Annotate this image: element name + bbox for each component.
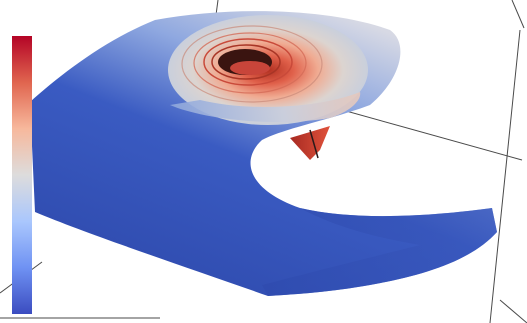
axis-line	[511, 0, 525, 29]
colorbar	[12, 36, 32, 314]
vortex-fin	[290, 126, 330, 160]
ring	[181, 25, 323, 103]
vortex-lower-lobe	[170, 92, 361, 123]
vortex-core-inner	[230, 61, 270, 75]
ring	[193, 32, 307, 94]
vortex-fin-edge	[309, 129, 319, 159]
axis-line	[499, 299, 527, 323]
ring	[203, 38, 293, 86]
axis-line	[320, 103, 523, 161]
vortex-rings	[181, 25, 323, 103]
surface-tail	[262, 208, 497, 296]
axis-line	[489, 29, 521, 323]
ring	[211, 44, 281, 80]
colorbar-fill	[12, 36, 32, 314]
